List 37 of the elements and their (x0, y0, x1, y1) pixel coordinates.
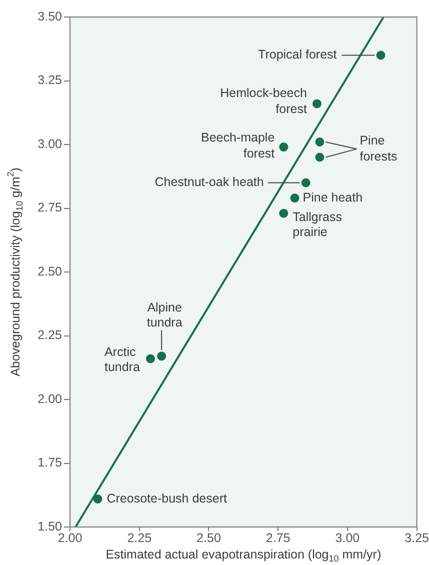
annotation: Arctic tundra (104, 345, 140, 374)
point (290, 194, 300, 203)
x-tick-label: 2.00 (58, 530, 82, 545)
annotation: Beech-maple forest (200, 130, 276, 161)
y-tick-label: 2.00 (38, 392, 62, 406)
annotation: Chestnut-oak heath (154, 175, 264, 190)
annotation: Hemlock-beech forest (220, 86, 308, 116)
y-tick-label: 2.75 (38, 200, 62, 215)
x-tick-label: 2.50 (196, 530, 221, 545)
y-tick-label: 1.75 (38, 456, 62, 470)
annotation: Alpine tundra (146, 300, 182, 330)
annotation: Pine forests (360, 133, 398, 164)
point (312, 99, 322, 108)
annotation: Creosote-bush desert (106, 491, 228, 506)
y-tick-label: 3.50 (38, 9, 62, 24)
annotation: Pine heath (302, 190, 363, 205)
y-tick-label: 2.25 (38, 328, 62, 342)
point (146, 354, 155, 364)
y-tick-label: 1.50 (38, 519, 62, 534)
point (93, 494, 102, 504)
point (157, 352, 166, 361)
annotation: Tropical forest (258, 48, 338, 62)
x-tick-label: 3.25 (404, 530, 429, 545)
y-tick-label: 3.00 (38, 136, 62, 151)
y-axis-title: Aboveground productivity (log10 g/m2) (5, 168, 24, 376)
x-tick-label: 2.25 (127, 530, 152, 545)
x-tick-label: 2.75 (266, 530, 290, 545)
point (301, 178, 310, 188)
point (376, 50, 386, 60)
point (279, 208, 288, 218)
point (315, 152, 324, 162)
y-tick-label: 3.25 (38, 73, 62, 88)
y-tick-label: 2.50 (38, 264, 62, 278)
x-tick-label: 3.00 (335, 530, 360, 545)
point (315, 137, 324, 146)
annotation: Tallgrass prairie (292, 210, 342, 239)
point (279, 142, 288, 152)
